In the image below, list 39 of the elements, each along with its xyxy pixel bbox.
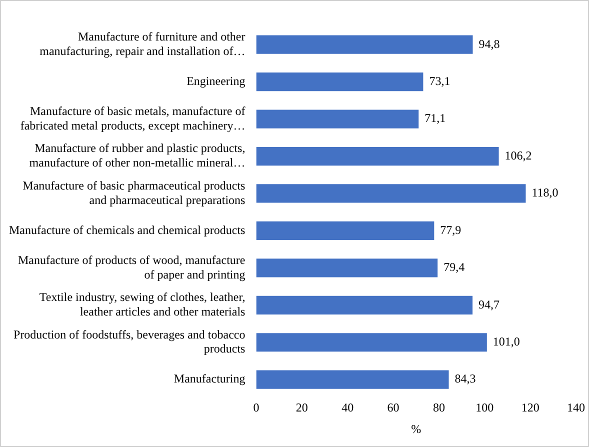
bar [256, 258, 438, 278]
x-tick-label: 140 [567, 400, 585, 415]
y-tick-label: Manufacture of rubber and plastic products, manufacture of other non-metallic mineral… [29, 141, 246, 170]
x-tick-label: 20 [296, 400, 308, 415]
x-axis-title: % [411, 422, 422, 436]
data-label: 101,0 [492, 334, 520, 349]
y-tick-label: Manufacture of chemicals and chemical products [9, 222, 246, 237]
data-label: 94,8 [478, 36, 500, 51]
y-tick-label: Manufacture of basic metals, manufacture of fabricated metal products, except machinery… [20, 104, 246, 132]
data-label: 71,1 [424, 111, 446, 126]
x-tick-label: 80 [432, 400, 445, 415]
bar [256, 184, 526, 203]
data-label: 79,4 [444, 260, 465, 274]
data-label: 77,9 [440, 222, 462, 237]
bar [256, 110, 419, 128]
y-tick-label: Production of foodstuffs, beverages and tobacco products [14, 327, 246, 356]
y-tick-label: Textile industry, sewing of clothes, leather, leather articles and other materials [39, 290, 246, 319]
bar [256, 370, 449, 389]
y-tick-label: Manufacturing [174, 372, 246, 386]
bar [256, 35, 473, 54]
bar [256, 296, 473, 314]
y-tick-label: Manufacture of products of wood, manufacture of paper and printing [18, 252, 246, 282]
data-label: 73,1 [429, 74, 450, 88]
bar [256, 333, 487, 352]
x-tick-label: 120 [521, 400, 540, 415]
data-label: 106,2 [504, 148, 532, 162]
y-tick-label: Manufacture of furniture and other manufacturing, repair and installation of… [40, 30, 246, 58]
bar [256, 221, 434, 240]
x-tick-label: 40 [342, 400, 354, 415]
data-label: 118,0 [532, 186, 558, 200]
bar [256, 146, 499, 166]
data-label: 84,3 [454, 372, 476, 386]
x-tick-label: 100 [476, 400, 494, 415]
y-tick-label: Engineering [186, 74, 246, 88]
data-label: 94,7 [478, 297, 500, 312]
x-tick-label: 60 [387, 400, 400, 415]
bar [256, 72, 424, 92]
y-tick-label: Manufacture of basic pharmaceutical products and pharmaceutical preparations [22, 178, 246, 207]
x-tick-label: 0 [253, 400, 260, 415]
